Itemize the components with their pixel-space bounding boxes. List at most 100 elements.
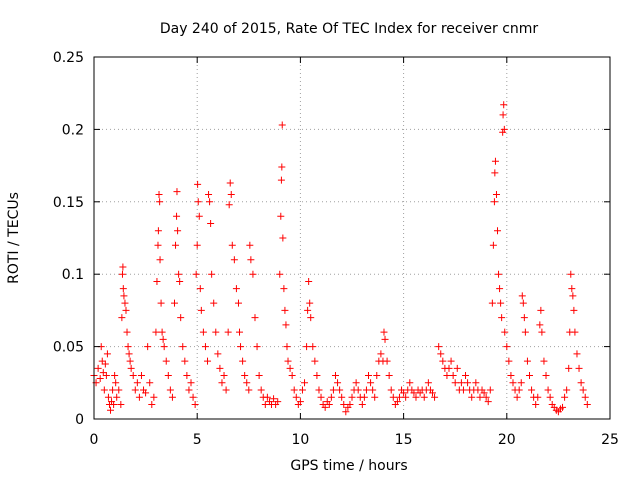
x-tick-label: 0	[90, 432, 99, 448]
data-point	[437, 350, 445, 358]
x-tick-label: 15	[395, 432, 413, 448]
data-point	[181, 357, 189, 365]
data-point	[497, 299, 505, 307]
data-point	[567, 270, 575, 278]
data-point	[583, 401, 591, 409]
data-point	[387, 386, 395, 394]
data-point	[109, 386, 117, 394]
data-point	[191, 401, 199, 409]
data-point	[112, 379, 120, 387]
data-point	[325, 401, 333, 409]
data-point	[230, 256, 238, 264]
data-point	[498, 314, 506, 322]
data-point	[104, 393, 112, 401]
data-point	[155, 191, 163, 199]
data-point	[476, 393, 484, 401]
data-point	[395, 393, 403, 401]
data-point	[102, 372, 110, 380]
data-point	[321, 403, 329, 411]
data-point	[290, 386, 298, 394]
data-point	[570, 306, 578, 314]
data-point	[124, 343, 132, 351]
data-point	[568, 285, 576, 293]
data-point	[236, 328, 244, 336]
chart-title: Day 240 of 2015, Rate Of TEC Index for r…	[160, 21, 539, 37]
data-point	[507, 372, 515, 380]
data-point	[207, 220, 215, 228]
data-point	[118, 270, 126, 278]
data-point	[304, 306, 312, 314]
data-point	[154, 241, 162, 249]
data-point	[500, 125, 508, 133]
data-point	[400, 389, 408, 397]
y-axis-ticks: 0 0.05 0.1 0.15 0.2 0.25	[53, 50, 610, 428]
data-point	[292, 393, 300, 401]
data-point	[183, 372, 191, 380]
data-point	[428, 389, 436, 397]
data-point	[286, 364, 294, 372]
data-point	[174, 227, 182, 235]
data-point	[251, 314, 259, 322]
data-point	[168, 393, 176, 401]
data-point	[121, 299, 129, 307]
data-point	[472, 379, 480, 387]
data-point	[439, 357, 447, 365]
data-point	[579, 386, 587, 394]
data-point	[274, 398, 282, 406]
data-point	[381, 335, 389, 343]
data-point	[305, 277, 313, 285]
data-point	[354, 386, 362, 394]
data-point	[199, 328, 207, 336]
data-point	[307, 314, 315, 322]
data-point	[122, 306, 130, 314]
data-point	[192, 270, 200, 278]
data-point	[111, 372, 119, 380]
plot-area	[90, 101, 591, 416]
data-point	[329, 386, 337, 394]
data-point	[517, 379, 525, 387]
data-point	[164, 372, 172, 380]
y-tick-label: 0.2	[62, 122, 84, 138]
data-point	[239, 357, 247, 365]
data-point	[443, 372, 451, 380]
y-tick-label: 0.25	[53, 50, 84, 66]
data-point	[488, 299, 496, 307]
data-point	[393, 398, 401, 406]
data-point	[177, 314, 185, 322]
data-point	[449, 372, 457, 380]
data-point	[206, 198, 214, 206]
data-point	[204, 357, 212, 365]
data-point	[565, 364, 573, 372]
data-point	[494, 227, 502, 235]
data-point	[385, 372, 393, 380]
data-point	[334, 379, 342, 387]
data-point	[431, 393, 439, 401]
data-point	[101, 360, 109, 368]
data-point	[249, 270, 257, 278]
data-point	[153, 277, 161, 285]
data-point	[158, 328, 166, 336]
data-point	[301, 379, 309, 387]
x-tick-label: 20	[498, 432, 516, 448]
data-point	[435, 343, 443, 351]
data-point	[117, 401, 125, 409]
data-point	[559, 403, 567, 411]
data-point	[194, 198, 202, 206]
data-point	[243, 379, 251, 387]
data-point	[125, 350, 133, 358]
data-point	[362, 386, 370, 394]
data-point	[369, 386, 377, 394]
data-point	[185, 386, 193, 394]
data-point	[365, 372, 373, 380]
grid-lines	[94, 57, 610, 419]
data-point	[526, 372, 534, 380]
data-point	[194, 180, 202, 188]
data-point	[120, 292, 128, 300]
y-tick-label: 0.1	[62, 267, 84, 283]
data-point	[220, 372, 228, 380]
data-point	[462, 372, 470, 380]
data-point	[127, 364, 135, 372]
data-point	[110, 401, 118, 409]
data-point	[241, 372, 249, 380]
data-point	[284, 357, 292, 365]
